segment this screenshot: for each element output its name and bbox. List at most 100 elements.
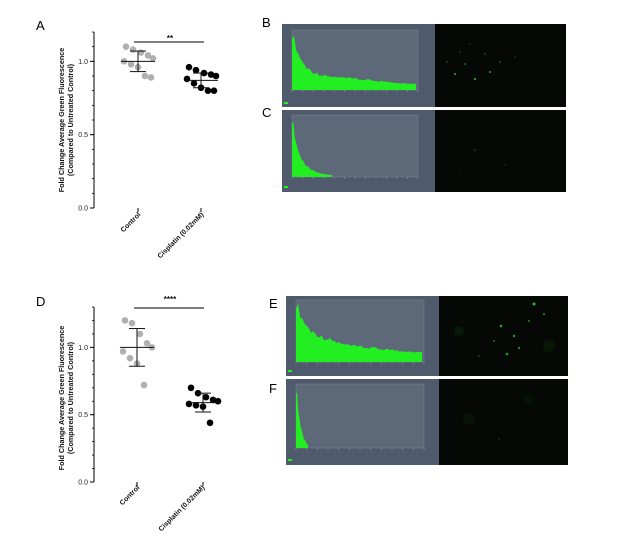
data-point	[147, 74, 155, 81]
data-point	[129, 46, 137, 53]
panel-letter-e: E	[269, 296, 278, 311]
data-point	[206, 419, 214, 427]
data-point	[214, 397, 222, 405]
data-point	[202, 393, 210, 401]
y-tick-label: 1.0	[78, 59, 88, 66]
data-point	[149, 55, 157, 62]
data-point	[140, 381, 148, 389]
data-point	[126, 354, 134, 362]
panel-letter-f: F	[269, 381, 277, 396]
data-point	[209, 396, 217, 404]
fluorescent-spot	[499, 324, 503, 328]
dot-plot-a: Fold Change Average Green Fluorescence (…	[57, 31, 220, 260]
fluorescent-spot	[528, 320, 530, 322]
histogram-fill	[292, 35, 416, 90]
histogram-micrograph-panel-b	[282, 24, 566, 108]
fluorescent-spot	[499, 61, 501, 63]
fluorescent-spot	[489, 71, 491, 73]
y-axis-label-d-line2: (Compared to Untreated Control)	[66, 341, 75, 454]
data-point	[119, 348, 127, 355]
fluorescent-spot	[505, 352, 509, 356]
histogram-fill	[292, 122, 332, 177]
data-point	[192, 66, 200, 74]
data-point	[185, 400, 193, 408]
micrograph-background	[435, 24, 566, 108]
data-point	[204, 87, 212, 94]
fluorescent-spot	[524, 394, 534, 404]
data-point	[136, 330, 144, 338]
panel-letter-a: A	[36, 18, 45, 33]
histogram-plot-area	[291, 114, 419, 178]
data-point	[185, 63, 193, 71]
fluorescent-spot	[543, 340, 555, 352]
data-point	[144, 52, 152, 59]
fluorescent-spot	[484, 53, 486, 55]
dot-plot-d: Fold Change Average Green Fluorescence (…	[57, 295, 222, 533]
histogram-fill	[296, 392, 308, 448]
y-tick-label: 1.0	[78, 345, 88, 352]
fluorescent-spot	[473, 148, 477, 152]
data-point	[121, 317, 129, 324]
micrograph-background	[439, 379, 568, 465]
fluorescent-spot	[463, 413, 475, 425]
histogram-micrograph-panel-c	[282, 110, 566, 192]
fluorescent-spot	[517, 346, 521, 350]
data-point	[210, 87, 218, 94]
y-axis-label-a-line2: (Compared to Untreated Control)	[66, 63, 75, 176]
panel-letter-c: C	[262, 105, 271, 120]
fluorescent-spot	[514, 56, 516, 58]
data-point	[192, 401, 200, 409]
histogram-legend-swatch	[288, 370, 292, 372]
histogram-legend-swatch	[284, 102, 288, 104]
fluorescent-spot	[453, 72, 457, 76]
panel-letter-b: B	[262, 15, 271, 30]
data-point	[187, 384, 195, 392]
data-point	[127, 60, 135, 68]
data-point	[143, 340, 151, 347]
fluorescent-spot	[464, 63, 466, 65]
data-point	[207, 71, 215, 78]
x-tick-label-d-cisplatin: Cisplatin (0.02mM)	[158, 484, 207, 533]
panel-separator-bc	[282, 107, 566, 110]
data-point	[137, 49, 145, 56]
fluorescent-spot	[498, 438, 500, 440]
data-point	[122, 43, 130, 50]
data-point	[212, 72, 220, 80]
fluorescent-spot	[473, 77, 477, 81]
y-tick-label: 0.5	[78, 412, 88, 419]
x-tick-label-a-control: Control	[120, 211, 143, 234]
y-axis-label-d-line1: Fold Change Average Green Fluorescence	[57, 326, 66, 470]
histogram-micrograph-panel-e	[286, 296, 568, 376]
data-point	[128, 319, 136, 327]
data-point	[190, 80, 198, 87]
fluorescent-spot	[493, 340, 495, 342]
histogram-fill	[296, 303, 422, 362]
significance-label-d: ****	[164, 295, 177, 304]
y-tick-label: 0.0	[78, 480, 88, 487]
fluorescent-spot	[532, 302, 536, 306]
histogram-micrograph-panel-f	[286, 379, 568, 465]
fluorescent-spot	[454, 326, 464, 336]
data-point	[141, 72, 149, 80]
fluorescent-spot	[512, 334, 516, 338]
micrograph-background	[435, 110, 566, 192]
x-tick-label-d-control: Control	[119, 484, 142, 507]
y-tick-label: 0.5	[78, 132, 88, 139]
histogram-legend-swatch	[288, 459, 292, 461]
x-tick-label-a-cisplatin: Cisplatin (0.02mM)	[157, 211, 206, 260]
fluorescent-spot	[446, 61, 448, 63]
fluorescent-spot	[459, 51, 461, 53]
fluorescent-spot	[459, 169, 461, 171]
fluorescent-spot	[478, 355, 480, 357]
panel-letter-d: D	[36, 294, 45, 309]
y-tick-label: 0.0	[78, 206, 88, 213]
histogram-plot-area	[295, 383, 425, 449]
y-axis-label-a-line1: Fold Change Average Green Fluorescence	[57, 48, 66, 192]
panel-separator-ef	[286, 376, 568, 379]
histogram-legend-swatch	[284, 186, 288, 188]
data-point	[183, 75, 191, 83]
significance-label-a: **	[167, 34, 174, 43]
micrograph-background	[439, 296, 568, 376]
fluorescent-spot	[469, 43, 471, 45]
